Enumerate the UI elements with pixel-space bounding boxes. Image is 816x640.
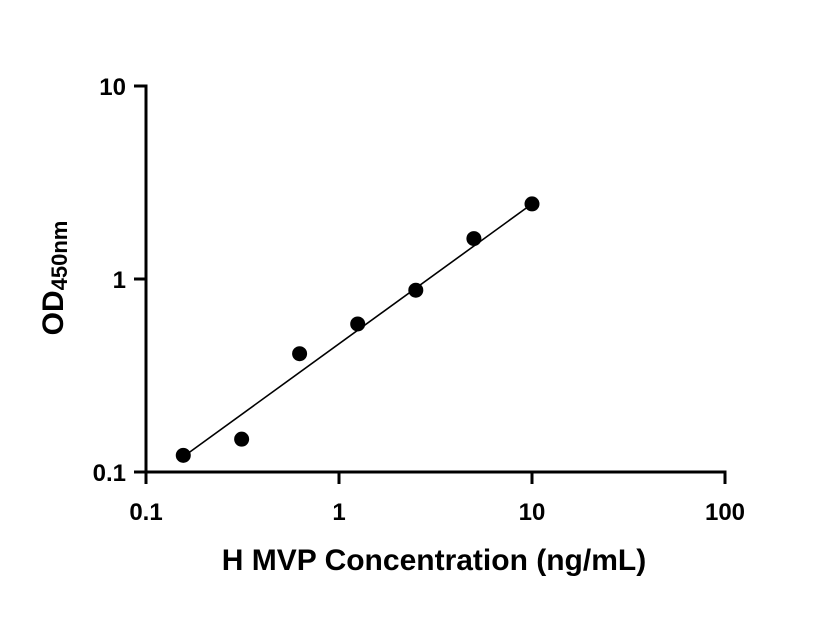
data-point xyxy=(234,431,250,447)
x-tick-label: 100 xyxy=(705,499,745,526)
y-axis-title: OD450nm xyxy=(37,221,72,336)
data-point xyxy=(408,282,424,298)
y-axis-title-subscript: 450nm xyxy=(47,221,72,291)
data-point xyxy=(292,346,308,362)
x-tick-label: 1 xyxy=(332,499,345,526)
y-tick-label: 10 xyxy=(99,74,126,101)
x-ticks-layer: 0.1 1 10 100 xyxy=(129,472,745,526)
data-point xyxy=(350,316,366,332)
y-axis-title-main: OD xyxy=(37,290,70,335)
axes-layer xyxy=(144,84,727,474)
y-tick-label: 1 xyxy=(113,267,126,294)
data-point xyxy=(466,231,482,247)
data-point xyxy=(524,196,540,212)
data-point xyxy=(175,447,191,463)
x-tick-label: 10 xyxy=(519,499,546,526)
y-ticks-layer: 0.1 1 10 xyxy=(93,74,146,487)
y-tick-label: 0.1 xyxy=(93,460,126,487)
x-axis-title: H MVP Concentration (ng/mL) xyxy=(222,544,646,577)
data-points-layer xyxy=(175,196,540,463)
x-tick-label: 0.1 xyxy=(129,499,162,526)
